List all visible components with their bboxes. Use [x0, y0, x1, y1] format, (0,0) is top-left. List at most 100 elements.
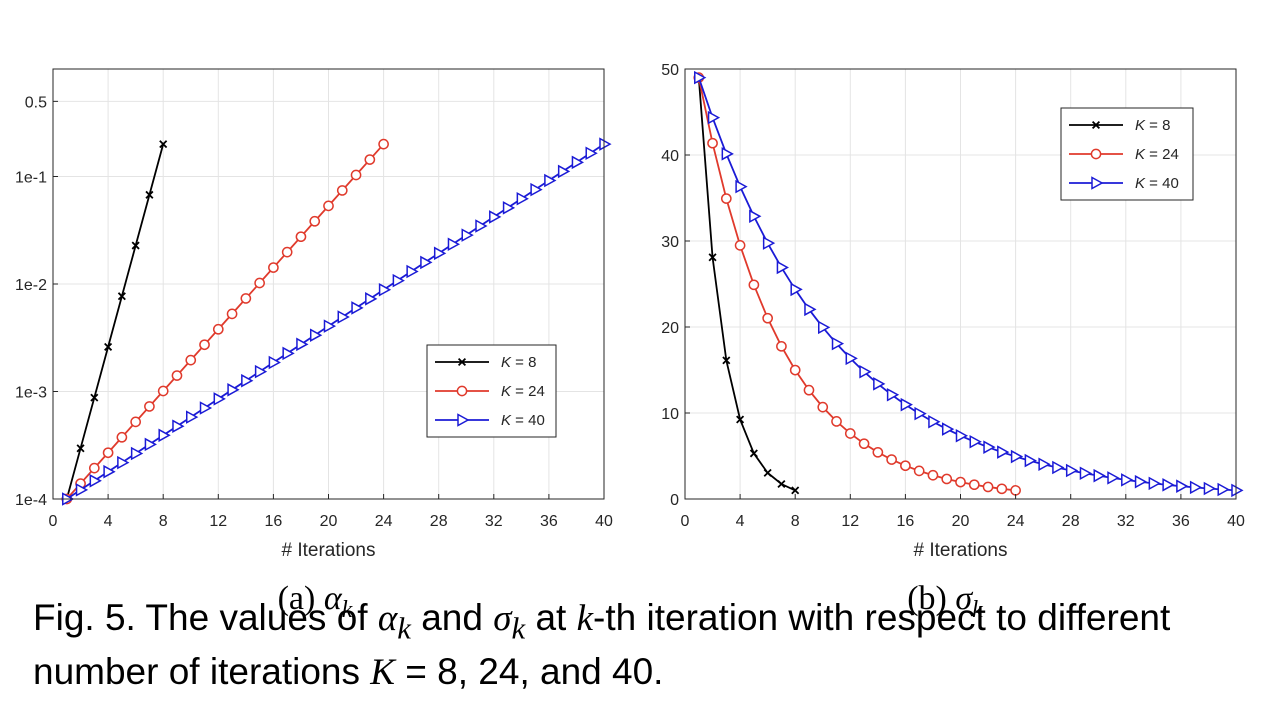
y-tick-label: 20: [661, 320, 679, 337]
data-point: [749, 449, 758, 458]
legend-marker: [1090, 148, 1102, 160]
data-point: [1162, 478, 1175, 492]
x-tick-label: 12: [209, 513, 227, 530]
caption-K: K: [370, 652, 395, 694]
x-tick-label: 36: [1172, 513, 1190, 530]
y-tick-label: 1e-4: [15, 492, 47, 509]
data-point: [900, 397, 913, 412]
data-point: [281, 246, 293, 258]
data-point: [185, 354, 197, 366]
data-point: [1038, 457, 1051, 471]
panel-b-sigma-chart: 0 4 8 12 16 20 24 28 32 36 40 0 10 20 30 40 50 # Iteratio…: [661, 62, 1245, 623]
data-point: [1065, 463, 1079, 478]
data-point: [776, 340, 787, 352]
x-tick-label: 16: [897, 513, 915, 530]
data-point: [1010, 449, 1024, 464]
data-point: [172, 419, 185, 433]
caption-prefix: Fig. 5. The values of: [33, 597, 378, 638]
data-point: [599, 137, 612, 151]
data-point: [1203, 481, 1217, 496]
x-tick-label: 4: [104, 513, 113, 530]
subcaption: (b) σk: [907, 580, 983, 623]
x-axis-label: # Iterations: [282, 540, 376, 561]
data-point: [1217, 482, 1230, 497]
data-point: [406, 264, 419, 279]
data-point: [295, 231, 307, 243]
data-point: [1134, 474, 1148, 489]
legend-marker: [1091, 120, 1101, 130]
data-point: [171, 370, 183, 381]
subcaption: (a) αk: [278, 580, 353, 623]
data-point: [461, 228, 474, 242]
data-point: [365, 292, 378, 306]
series-k=40: [62, 137, 612, 506]
data-point: [240, 293, 252, 304]
y-tick-label: 1e-1: [15, 170, 47, 187]
data-point: [254, 364, 268, 379]
data-point: [736, 415, 745, 424]
data-point: [845, 351, 858, 366]
data-point: [722, 356, 731, 365]
data-point: [818, 320, 831, 335]
data-point: [955, 428, 969, 443]
data-point: [873, 377, 886, 391]
data-point: [145, 190, 154, 199]
data-point: [88, 462, 100, 474]
data-point: [241, 373, 254, 388]
data-point: [144, 437, 157, 452]
y-tick-label: 0.5: [25, 94, 47, 111]
legend-entry: K = 24: [1135, 146, 1179, 163]
x-tick-label: 12: [841, 513, 859, 530]
data-point: [131, 241, 140, 250]
legend-entry: K = 40: [501, 412, 545, 429]
data-point: [103, 464, 116, 479]
caption-line2a: number of iterations: [33, 651, 371, 693]
data-point: [392, 273, 405, 288]
data-point: [763, 468, 772, 477]
data-point: [117, 292, 126, 301]
x-tick-label: 8: [791, 513, 800, 530]
data-point: [983, 440, 996, 454]
data-point: [955, 476, 966, 488]
data-point: [968, 479, 980, 491]
caption-alpha: α: [377, 598, 398, 639]
data-point: [762, 312, 774, 324]
data-point: [914, 406, 927, 421]
x-tick-label: 4: [736, 513, 745, 530]
x-tick-label: 28: [430, 513, 448, 530]
data-point: [90, 393, 99, 402]
data-point: [886, 388, 900, 402]
data-point: [76, 444, 85, 453]
y-tick-label: 10: [661, 406, 679, 423]
data-point: [858, 438, 870, 450]
data-point: [1148, 476, 1161, 491]
data-point: [420, 255, 433, 270]
data-point: [707, 137, 718, 149]
caption-sigma: σ: [493, 598, 512, 639]
data-point: [749, 209, 762, 224]
x-tick-label: 32: [485, 513, 503, 530]
data-point: [859, 364, 872, 379]
caption-at: at: [525, 597, 577, 638]
data-point: [913, 465, 925, 477]
y-tick-label: 40: [661, 148, 679, 165]
x-tick-label: 8: [159, 513, 168, 530]
data-point: [1079, 466, 1093, 480]
series-k=40: [694, 70, 1244, 498]
data-point: [776, 260, 789, 275]
data-point: [721, 147, 734, 161]
data-point: [571, 155, 585, 170]
data-point: [748, 279, 760, 291]
y-tick-label: 1e-3: [15, 385, 47, 402]
data-point: [117, 455, 130, 470]
data-point: [309, 215, 321, 227]
data-point: [502, 201, 516, 215]
data-point: [226, 308, 238, 320]
legend-marker: [457, 357, 467, 367]
data-point: [296, 337, 309, 352]
data-point: [1024, 453, 1037, 468]
series-line: [697, 77, 1237, 492]
data-point: [789, 364, 801, 376]
data-point: [928, 414, 941, 429]
caption-k: k: [576, 598, 594, 639]
